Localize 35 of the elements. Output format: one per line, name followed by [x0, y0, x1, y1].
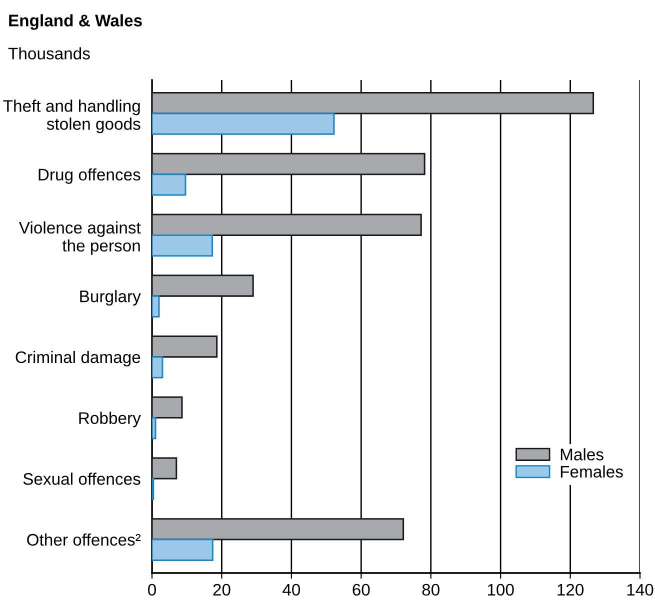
x-tick-label: 60: [352, 584, 370, 596]
bar: [152, 356, 164, 378]
y-tick-label: Theft and handling stolen goods: [3, 100, 140, 134]
y-tick-label: Sexual offences: [23, 472, 140, 485]
y-tick-label: Robbery: [79, 412, 141, 428]
bar: [152, 335, 218, 358]
x-tick-label: 20: [213, 584, 230, 596]
x-tick-label: 100: [488, 584, 514, 596]
bar: [152, 152, 426, 176]
bar: [152, 518, 404, 540]
chart-title: England & Wales: [9, 14, 142, 30]
y-tick-label: Other offences²: [27, 533, 141, 546]
y-tick-label: Drug offences: [38, 168, 140, 184]
legend-label: Males: [560, 448, 604, 460]
bar: [152, 538, 214, 561]
bar: [152, 396, 183, 419]
bar: [152, 112, 335, 135]
legend-label: Females: [560, 465, 623, 478]
bar: [152, 234, 214, 257]
x-tick-label: 120: [558, 584, 584, 596]
bar: [152, 274, 254, 297]
x-tick-label: 40: [282, 584, 300, 596]
bar: [152, 417, 156, 440]
bar: [152, 92, 594, 114]
chart-subtitle: Thousands: [8, 47, 90, 60]
x-tick-label: 140: [627, 584, 654, 596]
y-tick-label: Violence against the person: [18, 221, 141, 255]
bar: [152, 214, 422, 236]
bar: [152, 457, 178, 480]
x-tick-label: 0: [148, 584, 156, 596]
y-tick-label: Criminal damage: [16, 350, 140, 366]
x-tick-label: 80: [422, 584, 440, 596]
bar: [152, 295, 160, 318]
bar: [152, 174, 186, 196]
y-tick-label: Burglary: [80, 290, 141, 306]
